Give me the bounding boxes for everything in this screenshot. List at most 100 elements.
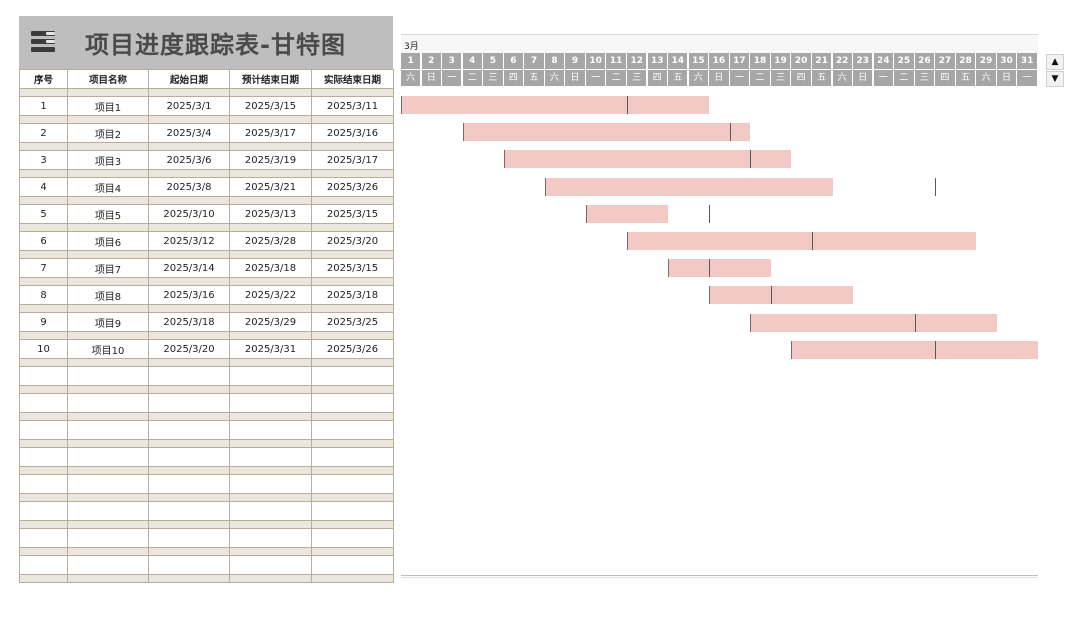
spacer-cell[interactable] xyxy=(311,466,394,475)
empty-cell[interactable] xyxy=(148,555,230,575)
gantt-bar[interactable] xyxy=(791,340,1038,359)
cell-name[interactable]: 项目3 xyxy=(67,150,149,170)
menu-list-icon[interactable] xyxy=(31,31,55,53)
cell-no[interactable]: 10 xyxy=(19,339,68,359)
spacer-cell[interactable] xyxy=(19,493,68,502)
spacer-cell[interactable] xyxy=(19,250,68,259)
cell-actual-end[interactable]: 2025/3/15 xyxy=(311,204,394,224)
cell-no[interactable]: 6 xyxy=(19,231,68,251)
spacer-cell[interactable] xyxy=(311,142,394,151)
spacer-cell[interactable] xyxy=(19,277,68,286)
spacer-cell[interactable] xyxy=(148,115,230,124)
spacer-cell[interactable] xyxy=(19,169,68,178)
empty-cell[interactable] xyxy=(311,501,394,521)
gantt-bar[interactable] xyxy=(709,286,854,305)
spacer-cell[interactable] xyxy=(148,277,230,286)
spacer-cell[interactable] xyxy=(229,88,312,97)
spacer-cell[interactable] xyxy=(67,331,149,340)
cell-planned-end[interactable]: 2025/3/21 xyxy=(229,177,312,197)
cell-planned-end[interactable]: 2025/3/13 xyxy=(229,204,312,224)
cell-no[interactable]: 1 xyxy=(19,96,68,116)
empty-cell[interactable] xyxy=(67,474,149,494)
spacer-cell[interactable] xyxy=(229,196,312,205)
spacer-cell[interactable] xyxy=(19,466,68,475)
empty-cell[interactable] xyxy=(67,501,149,521)
spacer-cell[interactable] xyxy=(229,331,312,340)
empty-cell[interactable] xyxy=(311,366,394,386)
cell-actual-end[interactable]: 2025/3/11 xyxy=(311,96,394,116)
cell-no[interactable]: 8 xyxy=(19,285,68,305)
spacer-cell[interactable] xyxy=(67,574,149,583)
spacer-cell[interactable] xyxy=(19,547,68,556)
cell-planned-end[interactable]: 2025/3/28 xyxy=(229,231,312,251)
spacer-cell[interactable] xyxy=(148,169,230,178)
spacer-cell[interactable] xyxy=(229,358,312,367)
cell-no[interactable]: 4 xyxy=(19,177,68,197)
empty-cell[interactable] xyxy=(229,528,312,548)
empty-cell[interactable] xyxy=(67,555,149,575)
spacer-cell[interactable] xyxy=(67,115,149,124)
cell-name[interactable]: 项目10 xyxy=(67,339,149,359)
spacer-cell[interactable] xyxy=(67,439,149,448)
empty-cell[interactable] xyxy=(229,555,312,575)
gantt-bar[interactable] xyxy=(401,96,710,114)
spacer-cell[interactable] xyxy=(311,250,394,259)
spacer-cell[interactable] xyxy=(148,196,230,205)
spacer-cell[interactable] xyxy=(148,250,230,259)
spacer-cell[interactable] xyxy=(311,169,394,178)
spacer-cell[interactable] xyxy=(311,277,394,286)
empty-cell[interactable] xyxy=(19,420,68,440)
spacer-cell[interactable] xyxy=(67,223,149,232)
spacer-cell[interactable] xyxy=(148,574,230,583)
spacer-cell[interactable] xyxy=(229,115,312,124)
gantt-bar[interactable] xyxy=(544,177,833,196)
spacer-cell[interactable] xyxy=(229,520,312,529)
cell-actual-end[interactable]: 2025/3/16 xyxy=(311,123,394,143)
empty-cell[interactable] xyxy=(67,528,149,548)
spacer-cell[interactable] xyxy=(229,304,312,313)
empty-cell[interactable] xyxy=(19,366,68,386)
spacer-cell[interactable] xyxy=(19,358,68,367)
spacer-cell[interactable] xyxy=(67,142,149,151)
spacer-cell[interactable] xyxy=(19,385,68,394)
cell-start[interactable]: 2025/3/18 xyxy=(148,312,230,332)
spacer-cell[interactable] xyxy=(148,439,230,448)
spacer-cell[interactable] xyxy=(19,88,68,97)
cell-planned-end[interactable]: 2025/3/22 xyxy=(229,285,312,305)
cell-planned-end[interactable]: 2025/3/18 xyxy=(229,258,312,278)
empty-cell[interactable] xyxy=(19,393,68,413)
cell-name[interactable]: 项目8 xyxy=(67,285,149,305)
empty-cell[interactable] xyxy=(311,447,394,467)
spacer-cell[interactable] xyxy=(148,493,230,502)
spacer-cell[interactable] xyxy=(148,142,230,151)
empty-cell[interactable] xyxy=(19,501,68,521)
spacer-cell[interactable] xyxy=(229,385,312,394)
spacer-cell[interactable] xyxy=(148,412,230,421)
spacer-cell[interactable] xyxy=(67,250,149,259)
cell-name[interactable]: 项目1 xyxy=(67,96,149,116)
cell-start[interactable]: 2025/3/6 xyxy=(148,150,230,170)
empty-cell[interactable] xyxy=(19,555,68,575)
empty-cell[interactable] xyxy=(67,393,149,413)
spacer-cell[interactable] xyxy=(229,277,312,286)
spacer-cell[interactable] xyxy=(311,304,394,313)
spacer-cell[interactable] xyxy=(148,466,230,475)
spacer-cell[interactable] xyxy=(311,574,394,583)
spacer-cell[interactable] xyxy=(311,547,394,556)
spacer-cell[interactable] xyxy=(148,223,230,232)
spacer-cell[interactable] xyxy=(148,304,230,313)
gantt-bar[interactable] xyxy=(462,123,751,142)
empty-cell[interactable] xyxy=(148,366,230,386)
spacer-cell[interactable] xyxy=(229,142,312,151)
cell-no[interactable]: 3 xyxy=(19,150,68,170)
cell-start[interactable]: 2025/3/4 xyxy=(148,123,230,143)
spacer-cell[interactable] xyxy=(229,493,312,502)
spacer-cell[interactable] xyxy=(311,493,394,502)
cell-name[interactable]: 项目4 xyxy=(67,177,149,197)
header-planned-end[interactable]: 预计结束日期 xyxy=(229,69,312,89)
spacer-cell[interactable] xyxy=(67,169,149,178)
spacer-cell[interactable] xyxy=(67,88,149,97)
spacer-cell[interactable] xyxy=(311,412,394,421)
spacer-cell[interactable] xyxy=(311,331,394,340)
cell-planned-end[interactable]: 2025/3/17 xyxy=(229,123,312,143)
